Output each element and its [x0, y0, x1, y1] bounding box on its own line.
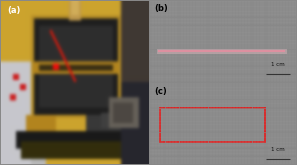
Text: (c): (c)	[154, 87, 167, 96]
Text: 1 cm: 1 cm	[271, 62, 285, 67]
Text: (a): (a)	[7, 6, 21, 15]
Bar	[160, 108, 265, 142]
Text: (b): (b)	[154, 4, 168, 13]
Text: 1 cm: 1 cm	[271, 147, 285, 152]
